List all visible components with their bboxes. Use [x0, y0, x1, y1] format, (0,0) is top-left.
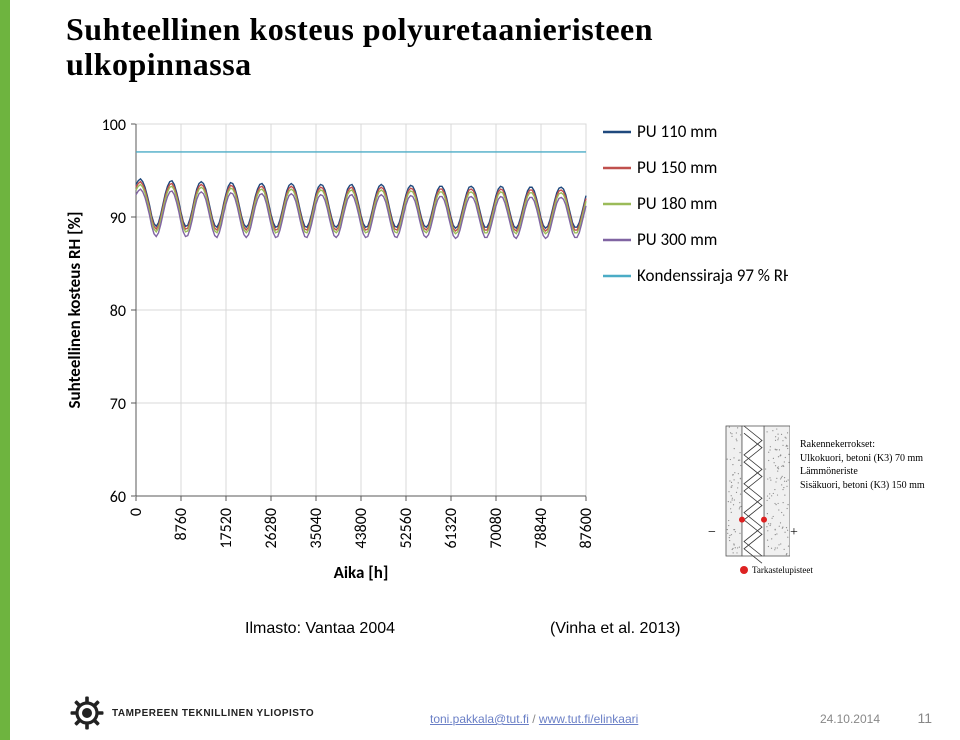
- citation: (Vinha et al. 2013): [550, 620, 680, 638]
- diagram-line3: Sisäkuori, betoni (K3) 150 mm: [800, 479, 925, 493]
- diagram-line1: Ulkokuori, betoni (K3) 70 mm: [800, 452, 925, 466]
- svg-text:70080: 70080: [487, 508, 506, 549]
- gear-icon: [70, 696, 104, 730]
- svg-text:61320: 61320: [442, 508, 461, 549]
- footer-date: 24.10.2014: [820, 712, 880, 726]
- wall-section-diagram: Rakennekerrokset: Ulkokuori, betoni (K3)…: [630, 420, 930, 590]
- university-logo: TAMPEREEN TEKNILLINEN YLIOPISTO: [70, 696, 314, 730]
- diagram-line2: Lämmöneriste: [800, 465, 925, 479]
- svg-text:PU 180 mm: PU 180 mm: [637, 193, 717, 214]
- title-line2: ulkopinnassa: [66, 46, 252, 82]
- svg-text:87600: 87600: [577, 508, 596, 549]
- diagram-layers-text: Rakennekerrokset: Ulkokuori, betoni (K3)…: [800, 438, 925, 492]
- svg-text:35040: 35040: [307, 508, 326, 549]
- footer-url[interactable]: www.tut.fi/elinkaari: [539, 712, 638, 726]
- svg-text:PU 150 mm: PU 150 mm: [637, 157, 717, 178]
- svg-text:8760: 8760: [172, 508, 191, 540]
- svg-text:43800: 43800: [352, 508, 371, 549]
- svg-text:PU 110 mm: PU 110 mm: [637, 121, 717, 142]
- slide: Suhteellinen kosteus polyuretaanieristee…: [10, 0, 960, 740]
- title-line1: Suhteellinen kosteus polyuretaanieristee…: [66, 11, 653, 47]
- svg-text:80: 80: [110, 302, 126, 321]
- svg-text:90: 90: [110, 209, 126, 228]
- svg-text:Kondenssiraja 97 % RH: Kondenssiraja 97 % RH: [637, 265, 788, 286]
- svg-text:Aika [h]: Aika [h]: [334, 562, 389, 583]
- minus-label: −: [708, 525, 716, 541]
- footer-email[interactable]: toni.pakkala@tut.fi: [430, 712, 529, 726]
- svg-text:17520: 17520: [217, 508, 236, 549]
- svg-text:26280: 26280: [262, 508, 281, 549]
- svg-text:78840: 78840: [532, 508, 551, 549]
- slide-title: Suhteellinen kosteus polyuretaanieristee…: [66, 12, 886, 82]
- diagram-heading: Rakennekerrokset:: [800, 438, 925, 452]
- tarkastelu-label: Tarkastelupisteet: [752, 565, 813, 575]
- chart-caption: Ilmasto: Vantaa 2004: [245, 620, 395, 638]
- plus-label: +: [790, 525, 798, 541]
- red-dot-icon: [740, 566, 748, 574]
- accent-bar: [0, 0, 10, 740]
- footer-links: toni.pakkala@tut.fi / www.tut.fi/elinkaa…: [430, 712, 638, 726]
- footer-sep: /: [529, 712, 539, 726]
- page-number: 11: [917, 710, 932, 726]
- svg-text:0: 0: [127, 508, 146, 516]
- svg-text:60: 60: [110, 488, 126, 507]
- logo-text: TAMPEREEN TEKNILLINEN YLIOPISTO: [112, 708, 314, 719]
- svg-text:100: 100: [102, 116, 126, 135]
- tarkastelu-legend: Tarkastelupisteet: [740, 565, 813, 575]
- svg-text:PU 300 mm: PU 300 mm: [637, 229, 717, 250]
- svg-text:70: 70: [110, 395, 126, 414]
- slide-footer: TAMPEREEN TEKNILLINEN YLIOPISTO toni.pak…: [10, 684, 960, 740]
- svg-text:52560: 52560: [397, 508, 416, 549]
- svg-text:Suhteellinen kosteus RH [%]: Suhteellinen kosteus RH [%]: [64, 211, 85, 408]
